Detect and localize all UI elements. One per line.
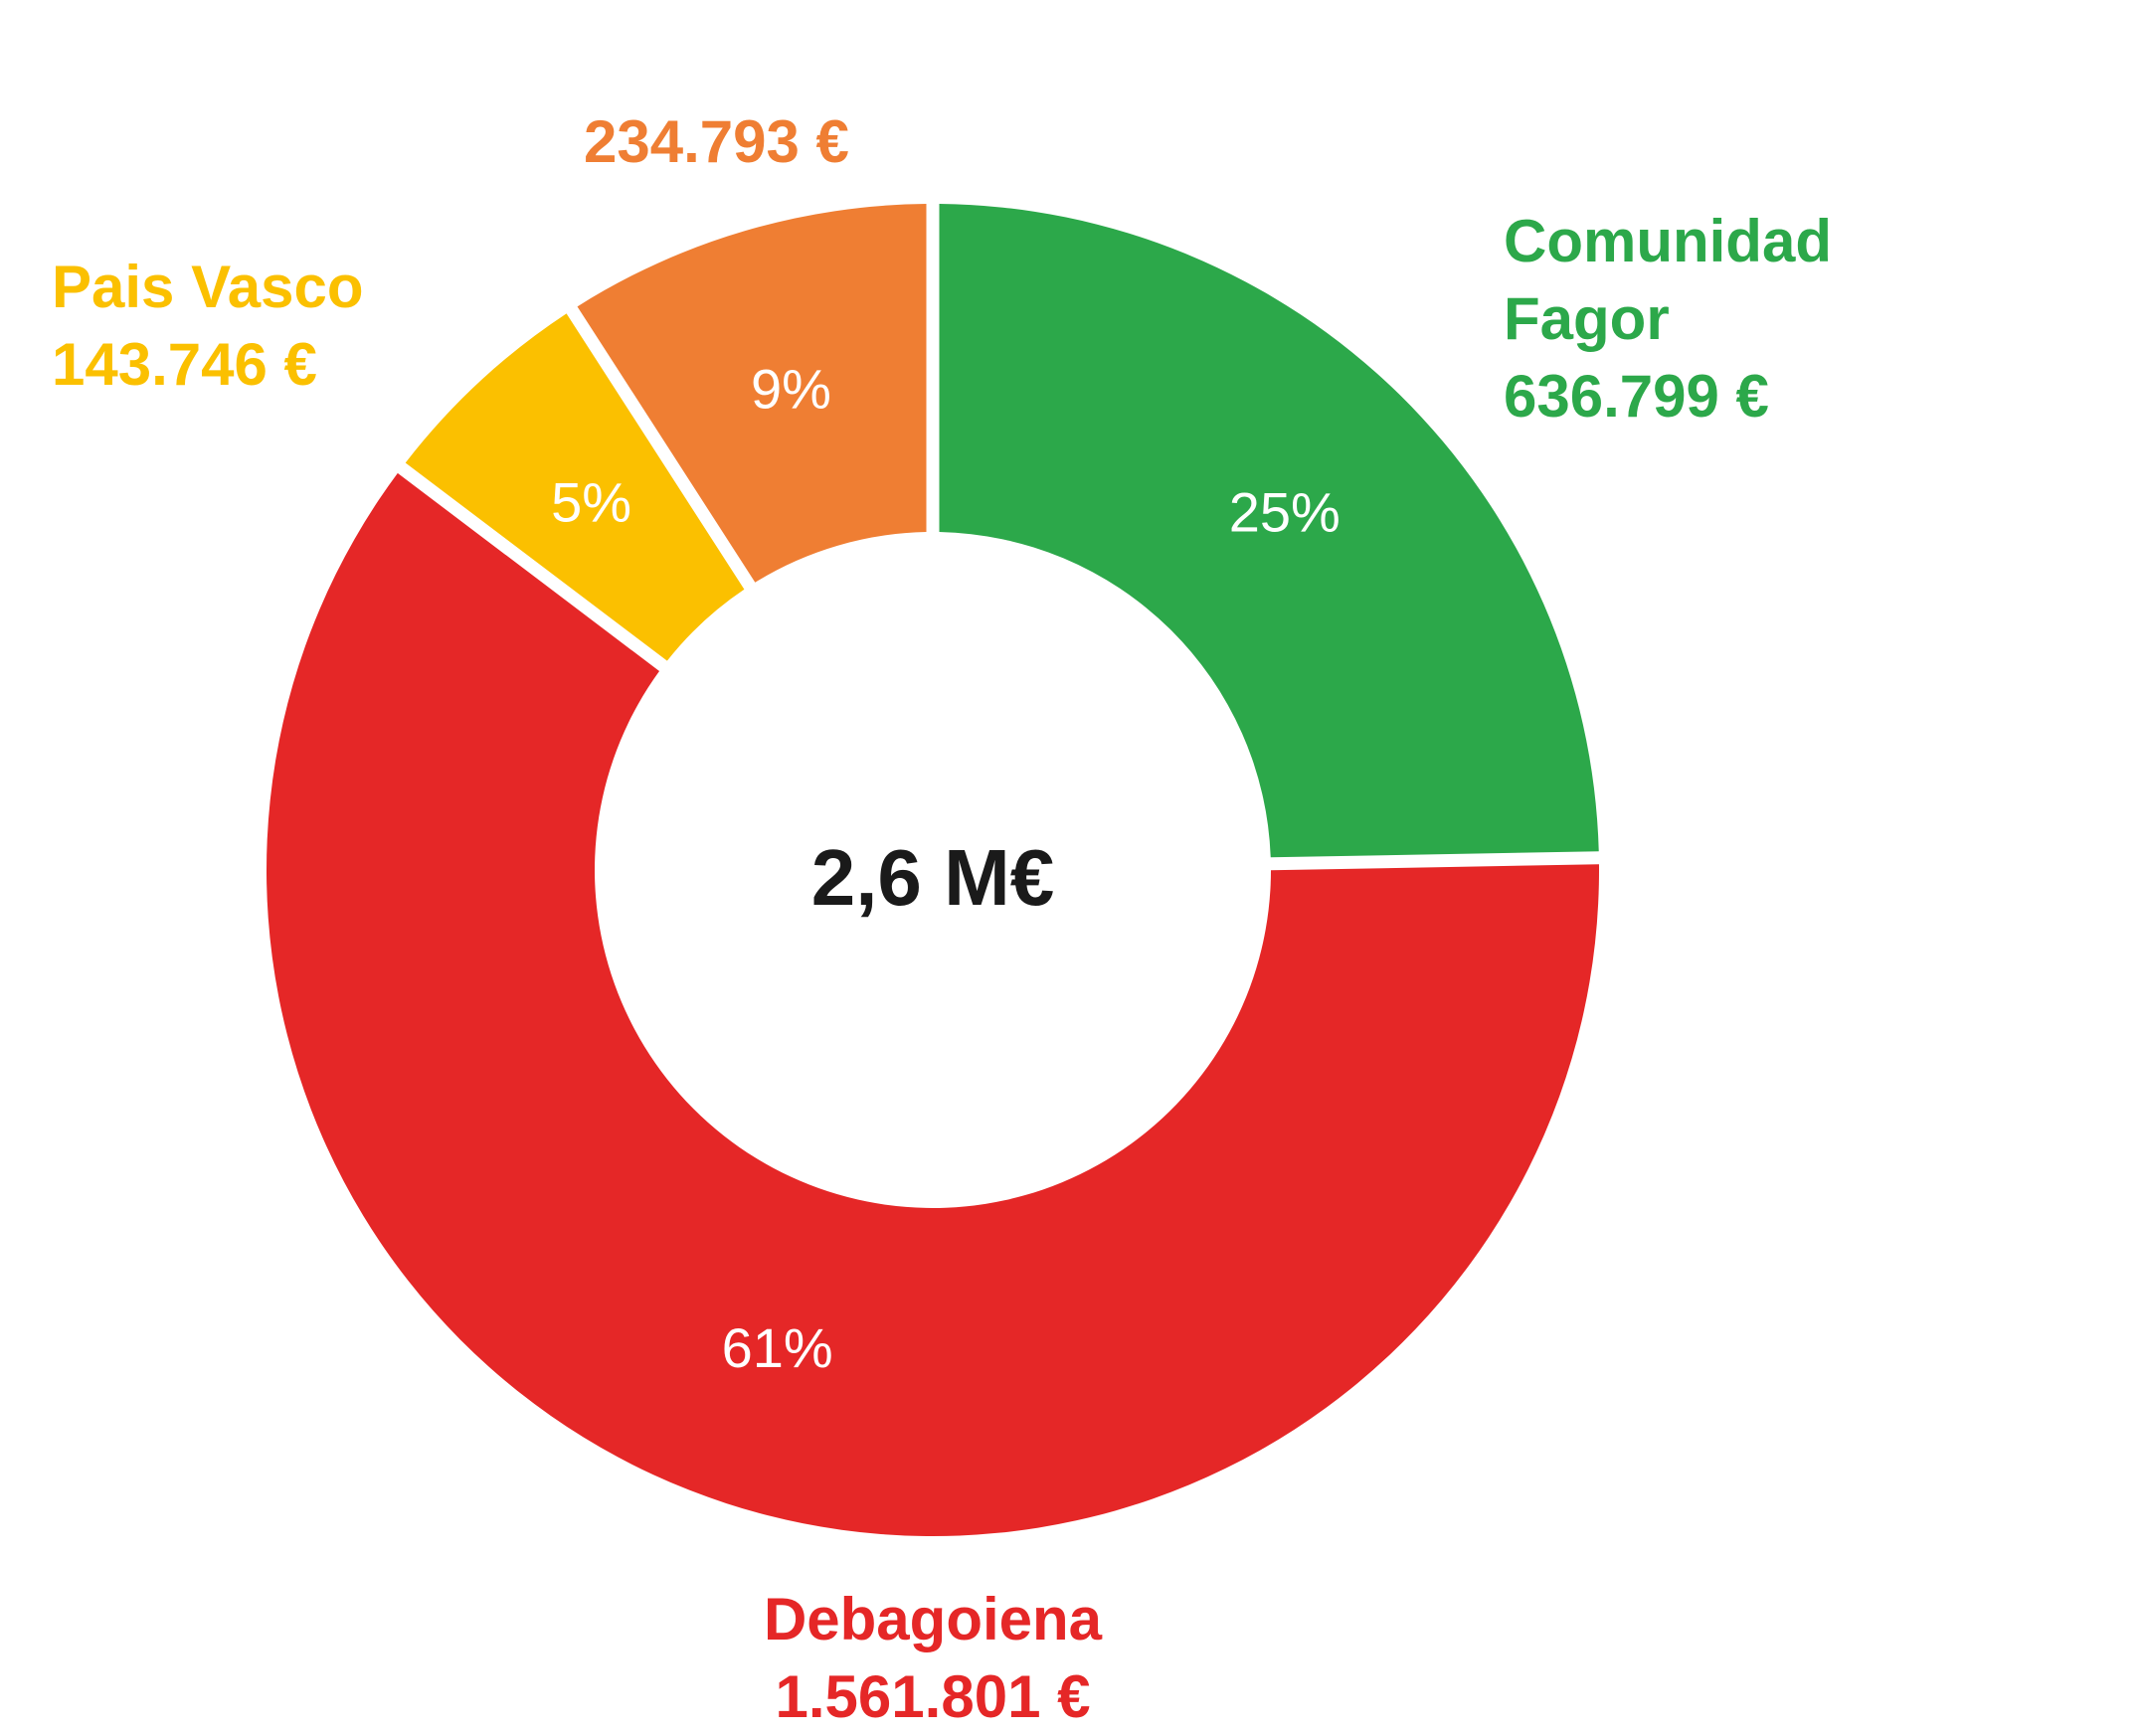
slice-value: 1.561.801 € [775, 1663, 1091, 1730]
slice-value: 234.793 € [584, 108, 849, 175]
slice-label-orange: 234.793 € [584, 103, 849, 181]
percent-label: 61% [722, 1316, 833, 1379]
slice-label-debagoiena: Debagoiena 1.561.801 € [0, 1581, 1866, 1736]
slice-comunidad-fagor [939, 204, 1599, 858]
slice-name-line-2: Fagor [1504, 285, 1670, 352]
slice-name-line-1: Pais Vasco [52, 254, 364, 320]
percent-label: 5% [551, 471, 631, 534]
slice-orange [577, 204, 927, 583]
donut-slices [266, 204, 1600, 1537]
slice-label-comunidad-fagor: Comunidad Fagor 636.799 € [1504, 203, 1832, 435]
percent-labels: 25% 61% 5% 9% [551, 358, 1341, 1380]
slice-value: 636.799 € [1504, 363, 1769, 430]
slice-name-line-1: Debagoiena [763, 1586, 1103, 1652]
slice-debagoiena [266, 472, 1600, 1537]
percent-label: 9% [751, 358, 831, 421]
center-total-label: 2,6 M€ [811, 833, 1055, 922]
slice-label-pais-vasco: Pais Vasco 143.746 € [52, 249, 364, 404]
slice-pais-vasco [405, 313, 745, 661]
percent-label: 25% [1229, 481, 1341, 544]
slice-value: 143.746 € [52, 331, 317, 398]
slice-name-line-1: Comunidad [1504, 208, 1832, 274]
